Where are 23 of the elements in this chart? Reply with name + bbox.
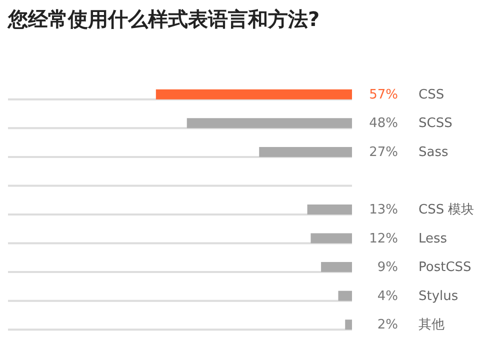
bar bbox=[338, 290, 352, 301]
y-tick-label: Sass bbox=[418, 144, 448, 160]
bar bbox=[310, 233, 352, 244]
data-label: 48% bbox=[369, 116, 398, 132]
data-label: 13% bbox=[369, 202, 398, 218]
bar bbox=[321, 262, 352, 272]
data-label: 9% bbox=[377, 260, 398, 276]
chart-title: 您经常使用什么样式表语言和方法? bbox=[7, 7, 320, 31]
y-tick-label: PostCSS bbox=[418, 260, 472, 276]
bar bbox=[259, 146, 352, 157]
data-label: 4% bbox=[377, 288, 398, 304]
data-label: 12% bbox=[369, 231, 398, 246]
y-tick-label: Stylus bbox=[418, 288, 458, 304]
y-tick-label: SCSS bbox=[418, 116, 452, 132]
y-tick-label: 其他 bbox=[418, 318, 444, 333]
bar bbox=[307, 204, 352, 214]
y-tick-label: CSS 模块 bbox=[418, 202, 474, 218]
data-label: 2% bbox=[377, 318, 398, 333]
bar bbox=[345, 320, 352, 330]
y-tick-label: CSS bbox=[418, 87, 444, 102]
data-label: 57% bbox=[369, 87, 398, 102]
data-label: 27% bbox=[369, 144, 398, 160]
y-tick-label: Less bbox=[418, 231, 448, 246]
